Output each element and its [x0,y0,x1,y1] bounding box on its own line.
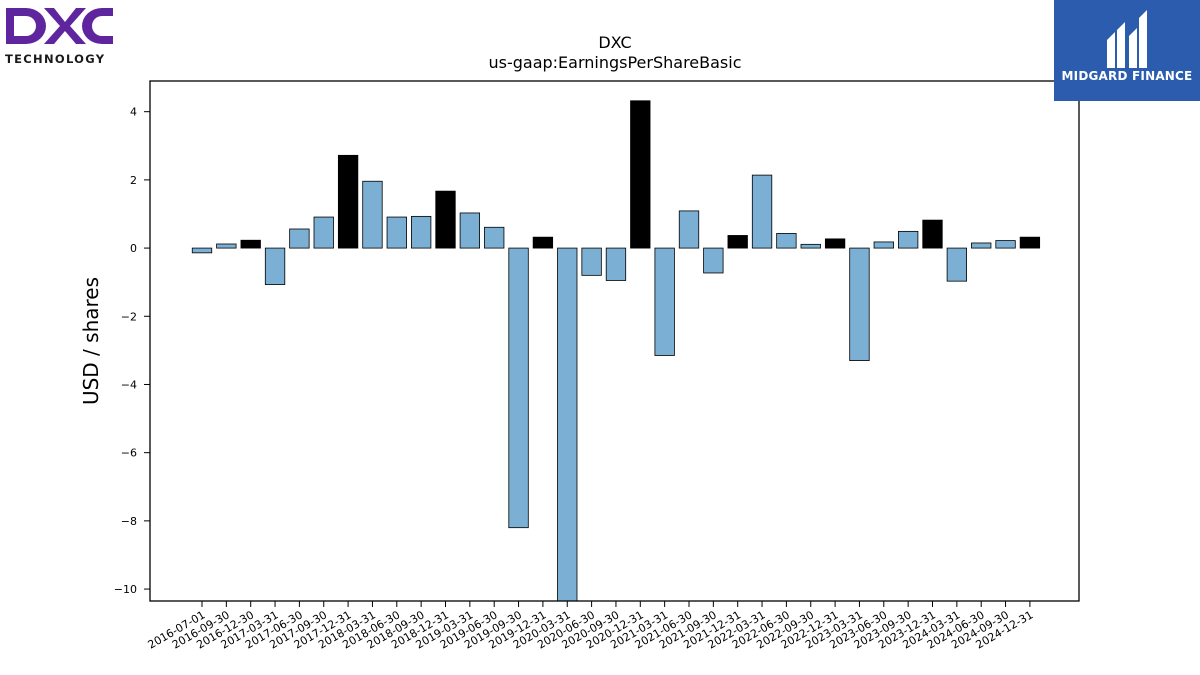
bar-2018-09-30 [410,215,432,249]
y-tick-label: −4 [121,378,137,391]
midgard-brand-text: MIDGARD FINANCE [1061,69,1193,83]
bar-2021-03-31 [654,247,675,356]
bar-2024-06-30 [971,242,992,249]
bar-2018-06-30 [386,216,407,249]
bar-2018-03-31 [362,180,383,249]
bar-2016-07-01 [191,247,213,254]
bar-2022-12-31 [824,238,846,249]
y-tick-label: −2 [121,310,137,323]
bar-2022-03-31 [751,174,773,249]
bar-2021-09-30 [703,247,724,274]
bar-2024-12-31 [1019,236,1041,249]
y-tick-label: −6 [121,447,137,460]
y-tick-label: 0 [130,242,137,255]
bar-2017-12-31 [337,154,359,249]
bars-layer [191,100,1041,602]
chart-subtitle: us-gaap:EarningsPerShareBasic [488,53,741,72]
bar-2018-12-31 [435,190,456,249]
chart-title: DXC [598,33,631,52]
x-ticks: 2016-07-012016-09-302016-12-302017-03-31… [146,601,1035,652]
bar-2020-09-30 [605,247,627,281]
midgard-finance-logo: MIDGARD FINANCE [1054,0,1200,101]
bar-2023-12-31 [922,219,943,249]
y-axis-label: USD / shares [79,277,103,405]
dxc-technology-logo: TECHNOLOGY [4,4,116,66]
bar-2016-09-30 [216,243,237,249]
bar-2022-09-30 [800,243,821,249]
bar-2024-03-31 [946,247,967,282]
bar-2021-06-30 [678,210,700,249]
y-tick-label: 2 [130,174,137,187]
bar-2017-03-31 [264,247,286,285]
bar-2020-06-30 [581,247,602,276]
bar-2019-12-31 [532,236,554,249]
bar-2024-09-30 [995,240,1016,249]
bar-2020-03-31 [557,247,578,602]
y-tick-label: −10 [114,583,137,596]
y-tick-label: −8 [121,515,137,528]
bar-2023-03-31 [849,247,870,361]
dxc-wordmark-icon [6,8,113,44]
midgard-emblem-icon [1107,10,1147,68]
bar-2020-12-31 [630,100,651,249]
plot-frame [149,80,1080,602]
bar-2019-09-30 [508,247,529,529]
bar-2019-06-30 [484,226,505,249]
bar-2022-06-30 [776,233,797,249]
bar-2023-06-30 [873,241,894,249]
y-tick-label: 4 [130,106,137,119]
bar-2016-12-30 [240,239,261,249]
bar-2021-12-31 [727,235,748,249]
dxc-tagline: TECHNOLOGY [5,52,106,66]
bar-2023-09-30 [898,230,919,249]
bar-2017-06-30 [289,228,310,249]
bar-2017-09-30 [313,216,334,249]
bar-2019-03-31 [459,212,481,249]
y-ticks: 4 2 0 −2 −4 −6 −8 −10 [114,106,150,596]
